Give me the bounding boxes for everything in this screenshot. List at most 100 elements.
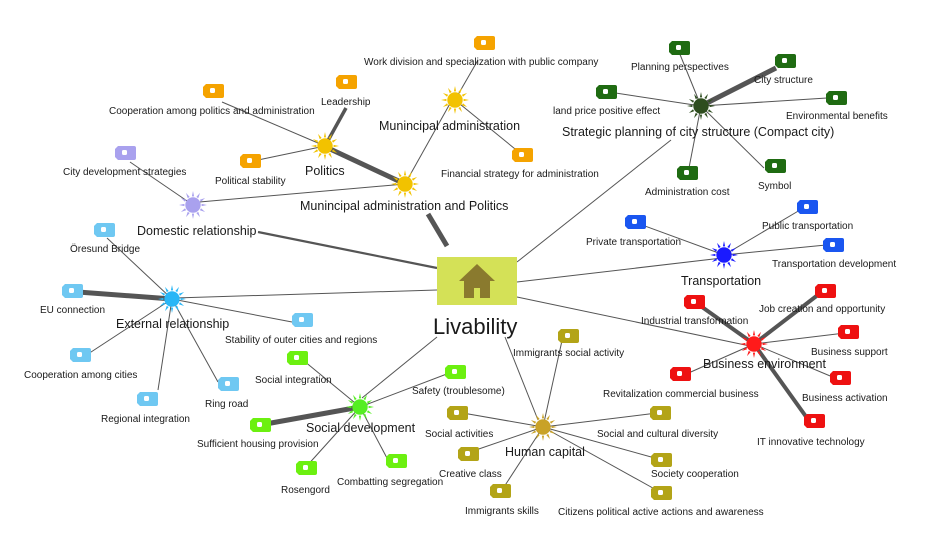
- tag-icon: [458, 447, 479, 461]
- center-label: Livability: [433, 314, 518, 339]
- leaf-label: Social and cultural diversity: [597, 429, 719, 440]
- leaf-label: Industrial transformation: [641, 316, 749, 327]
- leaf-label: Immigrants skills: [465, 506, 539, 517]
- leaf-label: Work division and specialization with pu…: [364, 57, 599, 68]
- tag-icon: [815, 284, 836, 298]
- edge-strategic: [516, 139, 672, 263]
- main-connections: [174, 139, 751, 421]
- category-label-social: Social development: [306, 421, 416, 435]
- leaf-label: Creative class: [439, 469, 502, 480]
- tag-icon: [625, 215, 646, 229]
- leaf-label: Society cooperation: [651, 469, 739, 480]
- leaf-label: Safety (troublesome): [412, 386, 505, 397]
- tag-icon: [804, 414, 825, 428]
- tag-icon: [512, 148, 533, 162]
- tag-icon: [287, 351, 308, 365]
- tag-icon: [669, 41, 690, 55]
- tag-icon: [775, 54, 796, 68]
- tag-icon: [115, 146, 136, 160]
- category-label-domestic: Domestic relationship: [137, 224, 257, 238]
- leaf-label: Business support: [811, 347, 888, 358]
- tag-icon: [218, 377, 239, 391]
- tag-icon: [797, 200, 818, 214]
- tag-icon: [670, 367, 691, 381]
- category-label-external: External relationship: [116, 317, 230, 331]
- tag-icon: [386, 454, 407, 468]
- leaf-label: Job creation and opportunity: [759, 304, 886, 315]
- tag-icon: [650, 406, 671, 420]
- edge-human: [504, 336, 539, 421]
- category-label-politics: Politics: [305, 164, 345, 178]
- tag-icon: [596, 85, 617, 99]
- category-label-mun-pol: Munincipal administration and Politics: [300, 199, 509, 213]
- leaf-label: Leadership: [321, 97, 371, 108]
- leaf-label: City structure: [754, 75, 813, 86]
- leaf-label: Revitalization commercial business: [603, 389, 759, 400]
- sun-icon: [441, 86, 469, 114]
- leaf-label: Planning perspectives: [631, 62, 729, 73]
- sun-icon: [740, 330, 768, 358]
- tag-icon: [677, 166, 698, 180]
- category-label-human: Human capital: [505, 445, 585, 459]
- leaf-label: Symbol: [758, 181, 792, 192]
- leaf-label: Öresund Bridge: [70, 244, 141, 255]
- leaf-label: Rosengord: [281, 485, 330, 496]
- leaf-label: Public transportation: [762, 221, 854, 232]
- tag-icon: [651, 486, 672, 500]
- sun-icon: [710, 241, 738, 269]
- leaf-label: Financial strategy for administration: [441, 169, 599, 180]
- tag-icon: [830, 371, 851, 385]
- tag-icon: [203, 84, 224, 98]
- sun-icon: [158, 285, 186, 313]
- leaf-label: Citizens political active actions and aw…: [558, 507, 764, 518]
- leaf-label: Transportation development: [772, 259, 897, 270]
- house-icon: [459, 264, 495, 298]
- category-label-transport: Transportation: [681, 274, 762, 288]
- leaf-label: Cooperation among cities: [24, 370, 138, 381]
- tag-icon: [292, 313, 313, 327]
- leaf-label: Environmental benefits: [786, 111, 888, 122]
- tag-icon: [296, 461, 317, 475]
- leaf-label: Combatting segregation: [337, 477, 444, 488]
- edge-transport: [516, 257, 723, 283]
- leaf-label: Ring road: [205, 399, 249, 410]
- leaf-label: Political stability: [215, 176, 286, 187]
- leaf-label: Cooperation among politics and administr…: [109, 106, 315, 117]
- tag-icon: [137, 392, 158, 406]
- tag-icon: [826, 91, 847, 105]
- tag-icon: [651, 453, 672, 467]
- edge-mun-pol: [425, 212, 450, 248]
- tag-icon: [838, 325, 859, 339]
- tag-icon: [250, 418, 271, 432]
- leaf-label: Administration cost: [645, 187, 730, 198]
- edge-business: [516, 296, 751, 347]
- leaf-label: Regional integration: [101, 414, 190, 425]
- edge-social: [361, 336, 438, 399]
- leaf-label: Social activities: [425, 429, 494, 440]
- sun-icon: [687, 92, 715, 120]
- leaf-label: Immigrants social activity: [513, 348, 625, 359]
- sun-icon: [529, 413, 557, 441]
- leaf-label: Stability of outer cities and regions: [225, 335, 378, 346]
- tag-icon: [445, 365, 466, 379]
- center-node: [437, 257, 517, 305]
- sun-icon: [346, 393, 374, 421]
- leaf-label: land price positive effect: [553, 106, 661, 117]
- leaf-label: Business activation: [802, 393, 888, 404]
- tag-icon: [62, 284, 83, 298]
- tag-icon: [336, 75, 357, 89]
- leaf-label: City development strategies: [63, 167, 187, 178]
- leaf-label: Private transportation: [586, 237, 682, 248]
- tag-icon: [490, 484, 511, 498]
- sun-icon: [391, 170, 419, 198]
- category-label-mun-adm: Munincipal administration: [379, 119, 521, 133]
- tag-icon: [70, 348, 91, 362]
- tag-icon: [447, 406, 468, 420]
- sun-icon: [311, 132, 339, 160]
- leaf-label: IT innovative technology: [757, 437, 865, 448]
- leaf-label: Sufficient housing provision: [197, 439, 319, 450]
- sun-icon: [179, 191, 207, 219]
- tag-icon: [240, 154, 261, 168]
- tag-icon: [765, 159, 786, 173]
